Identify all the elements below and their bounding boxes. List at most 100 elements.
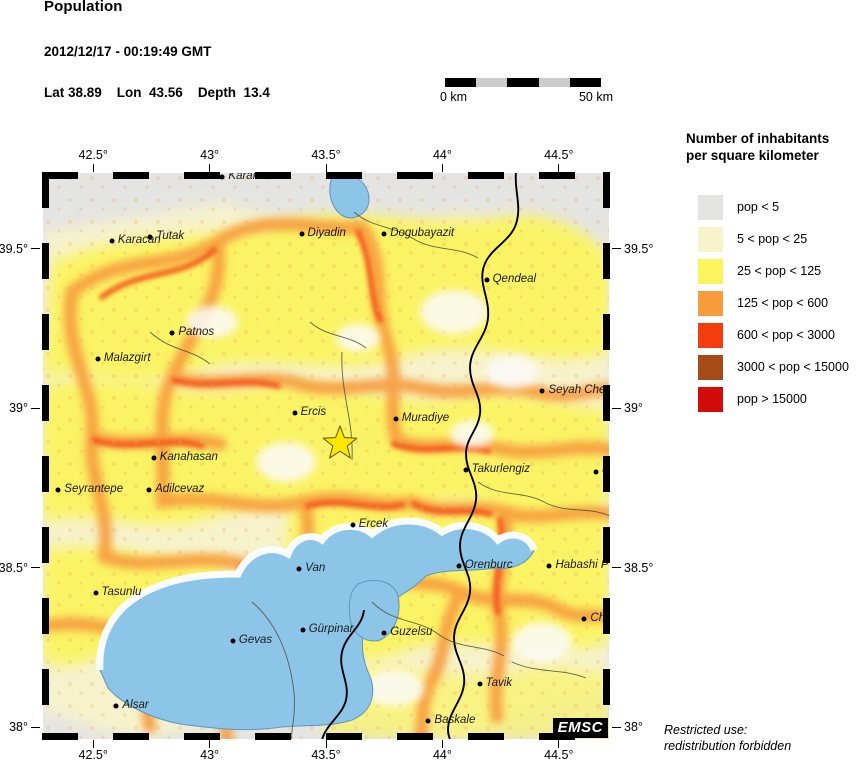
frame-dash: [42, 669, 49, 705]
city-label: Orenburc: [464, 559, 513, 572]
city-label: Baskale: [434, 713, 476, 726]
frame-dash: [42, 172, 78, 179]
lat-tick-label-left: 39°: [9, 401, 28, 416]
frame-dash: [539, 172, 575, 179]
frame-dash: [397, 172, 433, 179]
lat-tick-label-right: 38°: [624, 720, 643, 735]
city-marker-dot: [296, 566, 302, 572]
city-label: Tavik: [485, 677, 513, 690]
scale-bar-segment: [476, 78, 508, 87]
legend-label: 3000 < pop < 15000: [737, 360, 849, 374]
legend-label: 600 < pop < 3000: [737, 328, 836, 342]
lat-tick-label-right: 38.5°: [624, 560, 654, 575]
legend-label: pop < 5: [737, 200, 780, 214]
city-marker-dot: [463, 467, 469, 473]
city-marker-dot: [477, 681, 483, 687]
axis-tick-mark: [325, 164, 327, 172]
frame-dash: [42, 733, 78, 740]
scale-bar-segments: [445, 78, 601, 87]
frame-dash: [42, 172, 49, 208]
axis-tick-mark: [325, 740, 327, 748]
axis-tick-mark: [441, 740, 443, 748]
lon-tick-label-bottom: 42.5°: [78, 748, 108, 762]
legend: Number of inhabitants per square kilomet…: [686, 130, 860, 415]
city-marker-dot: [539, 388, 545, 394]
axis-tick-mark: [31, 407, 40, 409]
city-marker-dot: [593, 469, 599, 475]
city-label: Tasunlu: [101, 586, 142, 599]
legend-label: pop > 15000: [737, 392, 807, 406]
legend-color-swatch: [698, 194, 723, 220]
city-marker-dot: [381, 630, 387, 636]
city-marker-dot: [581, 616, 587, 622]
city-marker-dot: [393, 416, 399, 422]
axis-tick-mark: [92, 164, 94, 172]
city-label: Ercis: [300, 405, 327, 418]
city-marker-dot: [151, 455, 157, 461]
lon-tick-label-bottom: 43°: [200, 748, 220, 762]
frame-dash: [42, 598, 49, 634]
frame-dash: [42, 243, 49, 279]
city-marker-dot: [109, 238, 115, 244]
hypocenter-info: Lat 38.89 Lon 43.56 Depth 13.4: [44, 85, 270, 100]
city-marker-dot: [230, 638, 236, 644]
legend-title-line2: per square kilometer: [686, 148, 819, 163]
epicenter-star-icon: [322, 425, 358, 461]
axis-tick-mark: [612, 567, 621, 569]
frame-dash: [397, 733, 433, 740]
frame-dash: [539, 733, 575, 740]
restricted-use-notice: Restricted use: redistribution forbidden: [664, 722, 791, 754]
map-panel[interactable]: KarakoseAhuraKaracanTutakDiyadinDogubaya…: [42, 172, 610, 740]
legend-row: 5 < pop < 25: [686, 223, 860, 255]
city-label: Qendeal: [492, 273, 537, 286]
lat-tick-label-left: 39.5°: [0, 241, 28, 256]
city-marker-dot: [93, 590, 99, 596]
restricted-use-line2: redistribution forbidden: [664, 739, 792, 753]
map-canvas[interactable]: KarakoseAhuraKaracanTutakDiyadinDogubaya…: [42, 172, 610, 740]
lake-ercek-waterbody: [348, 580, 400, 642]
frame-dash: [603, 314, 610, 350]
legend-row: 600 < pop < 3000: [686, 319, 860, 351]
frame-dash: [603, 598, 610, 634]
axis-tick-mark: [209, 164, 211, 172]
city-marker-dot: [381, 231, 387, 237]
axis-tick-mark: [558, 164, 560, 172]
axis-tick-mark: [612, 726, 621, 728]
lat-tick-label-left: 38.5°: [0, 560, 28, 575]
frame-dash: [603, 172, 610, 208]
axis-tick-mark: [31, 248, 40, 250]
lon-tick-label-bottom: 44°: [432, 748, 452, 762]
scale-bar-labels: 0 km 50 km: [440, 90, 613, 106]
frame-dash: [603, 385, 610, 421]
axis-tick-mark: [31, 726, 40, 728]
lat-tick-label-left: 38°: [9, 720, 28, 735]
legend-title: Number of inhabitants per square kilomet…: [686, 130, 860, 164]
legend-color-swatch: [698, 354, 723, 380]
legend-title-line1: Number of inhabitants: [686, 131, 830, 146]
axis-tick-mark: [209, 740, 211, 748]
scale-bar-segment: [538, 78, 570, 87]
lat-tick-label-right: 39°: [624, 401, 643, 416]
city-label: Ercek: [358, 517, 389, 530]
city-label: Guzelsu: [390, 626, 433, 639]
frame-dash: [184, 733, 220, 740]
city-marker-dot: [425, 718, 431, 724]
legend-row: 25 < pop < 125: [686, 255, 860, 287]
city-marker-dot: [95, 356, 101, 362]
legend-label: 5 < pop < 25: [737, 232, 808, 246]
page-title: Population: [44, 0, 123, 15]
scale-bar-max-label: 50 km: [578, 90, 613, 104]
frame-dash: [326, 172, 362, 179]
city-marker-dot: [146, 487, 152, 492]
city-marker-dot: [456, 563, 462, 569]
city-label: Muradiye: [401, 412, 450, 425]
origin-time: 2012/12/17 - 00:19:49 GMT: [44, 44, 212, 59]
frame-dash: [255, 172, 291, 179]
header-block: Population 2012/12/17 - 00:19:49 GMT Lat…: [44, 0, 270, 100]
axis-tick-mark: [612, 248, 621, 250]
legend-label: 125 < pop < 600: [737, 296, 829, 310]
axis-tick-mark: [558, 740, 560, 748]
city-label: Van: [305, 562, 326, 575]
frame-dash: [326, 733, 362, 740]
axis-tick-mark: [612, 407, 621, 409]
